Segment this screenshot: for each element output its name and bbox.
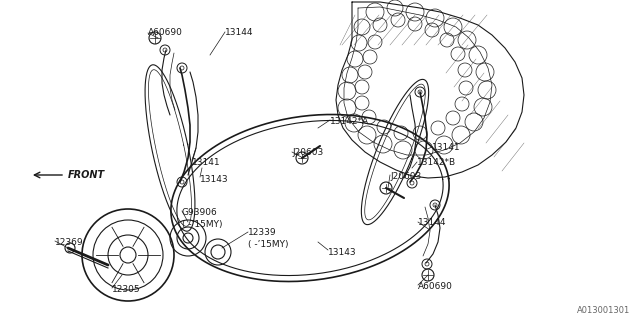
Text: A013001301: A013001301 <box>577 306 630 315</box>
Text: 13142*A: 13142*A <box>330 117 369 126</box>
Text: A60690: A60690 <box>148 28 183 37</box>
Text: 12339: 12339 <box>248 228 276 237</box>
Text: 12305: 12305 <box>112 285 141 294</box>
Text: 12369: 12369 <box>55 238 84 247</box>
Text: J20603: J20603 <box>390 172 421 181</box>
Text: ( -’15MY): ( -’15MY) <box>248 240 289 249</box>
Text: FRONT: FRONT <box>68 170 105 180</box>
Text: ( -’15MY): ( -’15MY) <box>182 220 223 229</box>
Text: J20603: J20603 <box>292 148 323 157</box>
Text: 13142*B: 13142*B <box>417 158 456 167</box>
Text: 13141: 13141 <box>192 158 221 167</box>
Text: G93906: G93906 <box>182 208 218 217</box>
Text: A60690: A60690 <box>418 282 453 291</box>
Text: 13144: 13144 <box>225 28 253 37</box>
Text: 13143: 13143 <box>200 175 228 184</box>
Text: 13144: 13144 <box>418 218 447 227</box>
Text: 13141: 13141 <box>432 143 461 152</box>
Text: 13143: 13143 <box>328 248 356 257</box>
